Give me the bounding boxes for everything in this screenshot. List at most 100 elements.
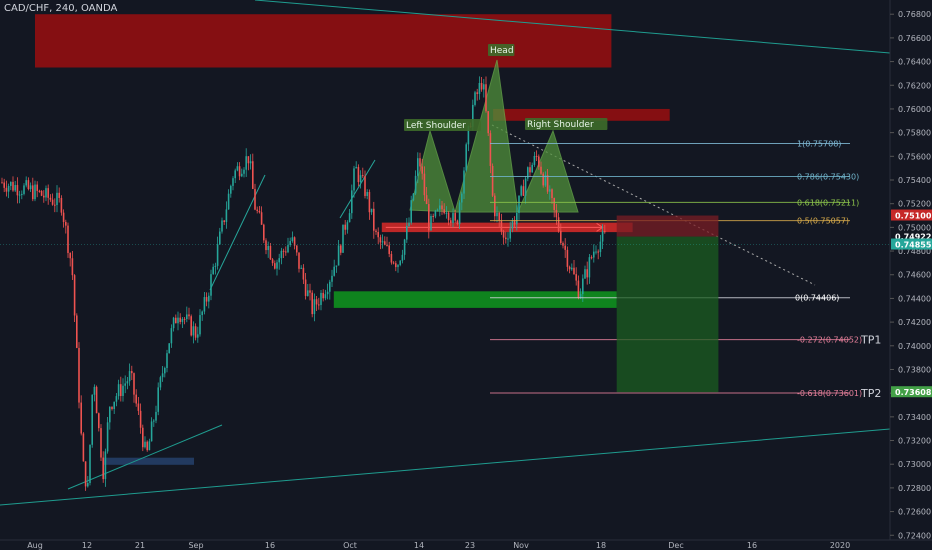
- candle-body: [289, 241, 291, 246]
- candle-body: [245, 156, 247, 170]
- candle-body: [100, 428, 102, 458]
- candle-body: [80, 402, 82, 434]
- candle-body: [509, 228, 511, 239]
- candle-body: [414, 175, 417, 194]
- candle-body: [205, 297, 208, 302]
- candle-body: [467, 126, 470, 145]
- candle-body: [571, 267, 573, 270]
- candle-body: [395, 263, 397, 268]
- candle-body: [487, 111, 489, 134]
- candle-body: [137, 403, 140, 411]
- candle-body: [560, 230, 562, 243]
- price-tag: [891, 238, 932, 250]
- candle-body: [588, 257, 591, 278]
- time-tick-label: Aug: [27, 541, 43, 550]
- candle-body: [12, 181, 14, 191]
- candle-body: [412, 193, 415, 201]
- pattern-triangle: [517, 129, 579, 213]
- candle-body: [126, 381, 129, 384]
- position-stop-zone: [616, 215, 719, 237]
- candle-body: [172, 317, 175, 329]
- candle-body: [168, 343, 170, 354]
- candle-body: [5, 187, 8, 192]
- price-tick-label: 0.76600: [898, 34, 931, 43]
- zone-supply-0: [35, 14, 612, 68]
- candle-body: [144, 441, 146, 448]
- candle-body: [538, 156, 540, 167]
- candle-body: [348, 213, 351, 223]
- candle-body: [280, 250, 283, 259]
- symbol-title: CAD/CHF, 240, OANDA: [4, 3, 118, 14]
- candle-body: [531, 164, 533, 173]
- time-tick-label: Dec: [668, 541, 683, 550]
- candle-body: [472, 104, 474, 127]
- candle-body: [344, 224, 346, 230]
- time-tick-label: 12: [82, 541, 92, 550]
- candle-body: [225, 209, 228, 223]
- price-tag-label: 0.74855: [895, 241, 932, 250]
- candle-body: [311, 292, 313, 315]
- candle-body: [29, 185, 32, 190]
- candle-body: [478, 83, 481, 94]
- candle-body: [408, 222, 410, 226]
- candle-body: [313, 299, 316, 315]
- price-tick-label: 0.73400: [898, 413, 931, 422]
- fib-level-label: 1(0.75708): [797, 140, 841, 149]
- candle-body: [197, 334, 199, 338]
- candle-body: [590, 257, 593, 259]
- fib-level-label: 0.5(0.75057): [797, 217, 849, 226]
- candle-body: [21, 193, 23, 195]
- candle-body: [32, 185, 34, 200]
- rise-trendline-2: [339, 159, 376, 219]
- price-tick-label: 0.75400: [898, 176, 931, 185]
- candle-body: [353, 168, 355, 191]
- candle-body: [60, 197, 63, 213]
- candle-body: [51, 199, 54, 205]
- candle-body: [131, 371, 133, 374]
- candle-body: [370, 208, 373, 213]
- candle-body: [157, 387, 159, 412]
- candle-body: [373, 208, 375, 231]
- candle-body: [599, 241, 602, 253]
- candle-body: [553, 198, 555, 210]
- candle-body: [423, 173, 426, 196]
- candle-body: [190, 316, 192, 336]
- candle-body: [461, 193, 463, 203]
- price-tag: [891, 386, 932, 398]
- candle-body: [315, 299, 318, 305]
- candle-body: [337, 245, 340, 266]
- candle-body: [247, 156, 250, 164]
- candle-body: [507, 238, 509, 240]
- candle-body: [309, 290, 311, 293]
- candle-body: [568, 266, 571, 270]
- candle-body: [375, 230, 377, 233]
- candle-body: [384, 241, 386, 245]
- rise-trendline: [209, 174, 266, 291]
- candle-body: [71, 258, 74, 276]
- candle-body: [498, 212, 500, 221]
- candle-body: [102, 457, 104, 480]
- candle-body: [274, 263, 276, 269]
- time-tick-label: 2020: [830, 541, 850, 550]
- candle-body: [3, 182, 5, 188]
- candle-body: [34, 184, 36, 200]
- candle-body: [368, 192, 371, 213]
- time-tick-label: 16: [265, 541, 275, 550]
- short-position-layer: [0, 215, 890, 393]
- candle-body: [579, 294, 582, 299]
- candle-body: [379, 237, 382, 243]
- candle-body: [443, 209, 445, 214]
- candle-body: [333, 266, 335, 276]
- candle-body: [502, 231, 505, 238]
- candle-body: [181, 318, 184, 322]
- candle-body: [161, 373, 164, 378]
- candle-body: [535, 155, 538, 157]
- candle-body: [43, 195, 45, 198]
- candle-body: [95, 386, 98, 414]
- candle-body: [249, 161, 252, 164]
- candle-body: [335, 265, 338, 267]
- candle-body: [522, 186, 525, 196]
- candle-body: [425, 195, 428, 205]
- price-tick-label: 0.75000: [898, 223, 931, 232]
